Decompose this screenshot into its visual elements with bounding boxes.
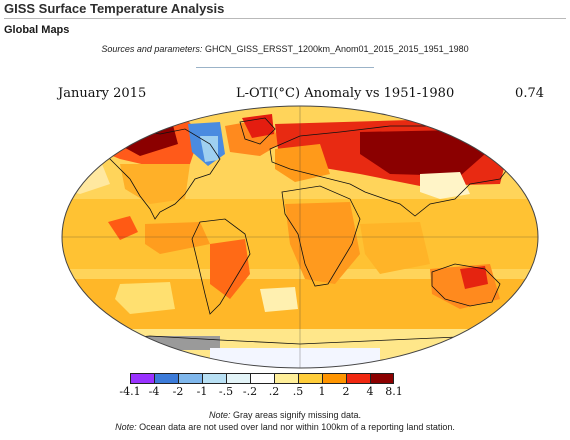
- legend-swatch: [130, 373, 154, 384]
- map-global-mean: 0.74: [515, 86, 544, 101]
- north-america-south-warm: [120, 164, 190, 204]
- note-ocean-data: Note: Ocean data are not used over land …: [0, 422, 570, 432]
- note1-text: Gray areas signify missing data.: [232, 410, 362, 420]
- page-title: GISS Surface Temperature Analysis: [4, 0, 566, 19]
- legend-swatch: [322, 373, 346, 384]
- indian-ocean-warm: [360, 222, 430, 274]
- asia-white: [420, 172, 470, 199]
- pacific-red-patch: [108, 216, 138, 240]
- africa-orange: [285, 202, 360, 284]
- legend-tick-label: 4: [366, 385, 374, 398]
- note2-label: Note:: [115, 422, 137, 432]
- coast-south-america: [191, 218, 251, 315]
- europe-warm: [275, 144, 330, 182]
- note2-text: Ocean data are not used over land nor wi…: [139, 422, 455, 432]
- legend-tick-label: 1: [318, 385, 326, 398]
- legend-tick-label: .2: [268, 385, 280, 398]
- legend-tick-label: .5: [292, 385, 304, 398]
- legend-tick-label: -2: [172, 385, 184, 398]
- legend-tick-label: 8.1: [385, 385, 403, 398]
- coast-australia: [431, 263, 501, 307]
- legend-swatch: [250, 373, 274, 384]
- coast-north-america: [99, 128, 221, 220]
- divider: [196, 67, 374, 68]
- coast-eurasia: [269, 125, 516, 217]
- note-missing-data: Note: Gray areas signify missing data.: [0, 410, 570, 420]
- east-canada-cool: [200, 136, 218, 162]
- legend-tick-label: 2: [342, 385, 350, 398]
- legend-swatch: [346, 373, 370, 384]
- south-atlantic-cool: [260, 287, 298, 312]
- legend-swatch: [154, 373, 178, 384]
- coast-africa: [281, 185, 361, 287]
- legend-swatch: [178, 373, 202, 384]
- note1-label: Note:: [208, 410, 231, 420]
- legend-swatch: [202, 373, 226, 384]
- legend-bar: [130, 373, 394, 384]
- legend-tick-label: -.2: [242, 385, 258, 398]
- siberia-hot: [360, 130, 485, 176]
- south-america-red: [210, 239, 250, 299]
- legend-tick-label: -4.1: [119, 385, 141, 398]
- legend-ticks: -4.1 -4 -2 -1 -.5 -.2 .2 .5 1 2 4 8.1: [119, 385, 402, 399]
- anomaly-map: [61, 105, 539, 369]
- australia-hot: [460, 266, 488, 289]
- legend-swatch: [226, 373, 250, 384]
- sources-line: Sources and parameters: GHCN_GISS_ERSST_…: [0, 44, 570, 54]
- color-legend: -4.1 -4 -2 -1 -.5 -.2 .2 .5 1 2 4 8.1: [119, 373, 403, 399]
- legend-tick-label: -.5: [218, 385, 234, 398]
- coast-greenland: [239, 117, 276, 145]
- map-month: January 2015: [58, 86, 147, 101]
- legend-swatch: [370, 373, 394, 384]
- sources-label: Sources and parameters:: [101, 44, 203, 54]
- map-variable: L-OTI(°C) Anomaly vs 1951-1980: [236, 86, 455, 101]
- legend-swatch: [274, 373, 298, 384]
- page-subtitle: Global Maps: [4, 24, 70, 36]
- legend-tick-label: -4: [148, 385, 160, 398]
- map-header: January 2015 L-OTI(°C) Anomaly vs 1951-1…: [58, 86, 544, 102]
- legend-swatch: [298, 373, 322, 384]
- legend-tick-label: -1: [196, 385, 208, 398]
- south-pacific-cool: [115, 282, 175, 314]
- sources-value: GHCN_GISS_ERSST_1200km_Anom01_2015_2015_…: [204, 44, 469, 54]
- map-border: [61, 105, 539, 369]
